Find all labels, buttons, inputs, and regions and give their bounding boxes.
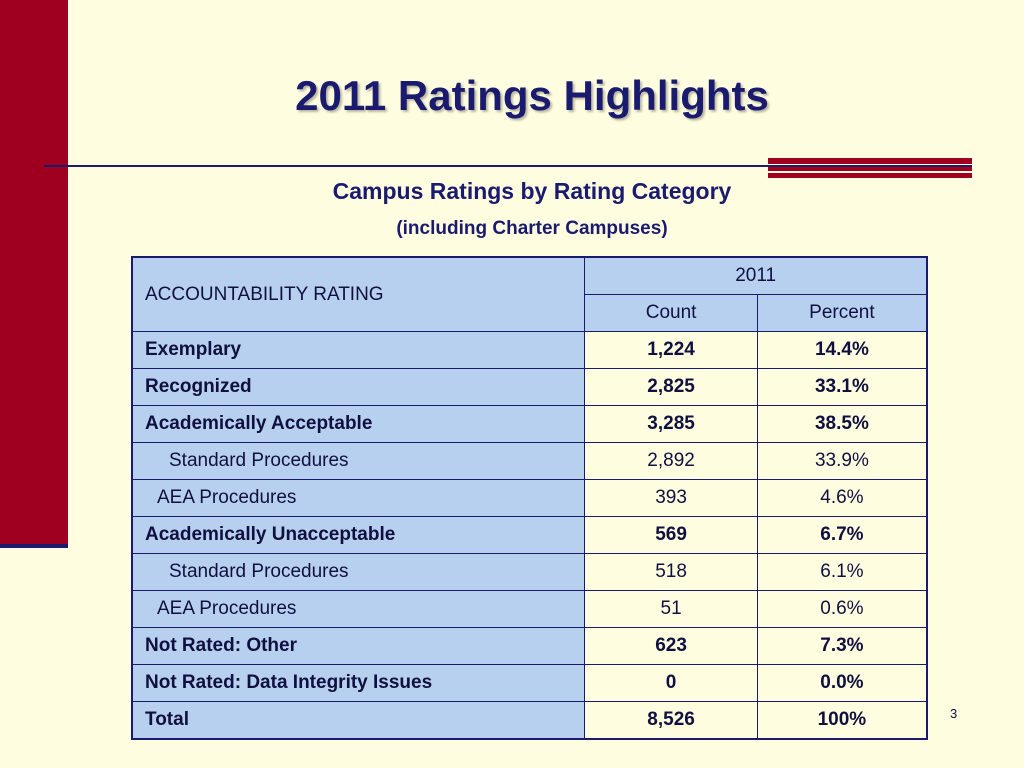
row-percent: 33.1% bbox=[756, 368, 928, 406]
row-count: 393 bbox=[584, 479, 758, 517]
table-row: Standard Procedures 2,892 33.9% bbox=[131, 442, 928, 480]
table-row: Standard Procedures 518 6.1% bbox=[131, 553, 928, 591]
row-count: 2,892 bbox=[584, 442, 758, 480]
row-count: 518 bbox=[584, 553, 758, 591]
row-label: AEA Procedures bbox=[131, 479, 586, 517]
table-row-total: Total 8,526 100% bbox=[131, 701, 928, 740]
table-subtitle: (including Charter Campuses) bbox=[396, 218, 668, 239]
slide-title: 2011 Ratings Highlights bbox=[295, 72, 769, 119]
left-accent-bar-base bbox=[0, 544, 68, 548]
table-row: AEA Procedures 51 0.6% bbox=[131, 590, 928, 628]
row-percent: 33.9% bbox=[756, 442, 928, 480]
table-row: Exemplary 1,224 14.4% bbox=[131, 331, 928, 369]
row-label: Recognized bbox=[131, 368, 586, 406]
table-header-row: ACCOUNTABILITY RATING 2011 bbox=[131, 256, 928, 332]
row-label: Standard Procedures bbox=[131, 442, 586, 480]
page-number: 3 bbox=[950, 706, 958, 721]
row-percent: 7.3% bbox=[756, 627, 928, 665]
left-accent-bar bbox=[0, 0, 68, 546]
row-count: 51 bbox=[584, 590, 758, 628]
row-count: 0 bbox=[584, 664, 758, 702]
table-row: Academically Unacceptable 569 6.7% bbox=[131, 516, 928, 554]
row-percent: 14.4% bbox=[756, 331, 928, 369]
row-label: Exemplary bbox=[131, 331, 586, 369]
row-count: 623 bbox=[584, 627, 758, 665]
row-percent: 6.1% bbox=[756, 553, 928, 591]
table-row: AEA Procedures 393 4.6% bbox=[131, 479, 928, 517]
row-count: 569 bbox=[584, 516, 758, 554]
header-count: Count bbox=[584, 294, 758, 332]
table-row: Not Rated: Data Integrity Issues 0 0.0% bbox=[131, 664, 928, 702]
row-percent: 0.0% bbox=[756, 664, 928, 702]
ratings-table: ACCOUNTABILITY RATING 2011 Count Percent… bbox=[131, 256, 928, 740]
table-row: Recognized 2,825 33.1% bbox=[131, 368, 928, 406]
row-count: 3,285 bbox=[584, 405, 758, 443]
row-count: 2,825 bbox=[584, 368, 758, 406]
row-percent: 38.5% bbox=[756, 405, 928, 443]
row-label: Total bbox=[131, 701, 586, 740]
row-label: AEA Procedures bbox=[131, 590, 586, 628]
row-label: Academically Acceptable bbox=[131, 405, 586, 443]
title-divider bbox=[44, 165, 972, 167]
row-label: Academically Unacceptable bbox=[131, 516, 586, 554]
table-subheader-row: Count Percent bbox=[132, 294, 928, 332]
table-row: Academically Acceptable 3,285 38.5% bbox=[131, 405, 928, 443]
header-year: 2011 bbox=[584, 256, 928, 295]
row-label: Standard Procedures bbox=[131, 553, 586, 591]
row-label: Not Rated: Data Integrity Issues bbox=[131, 664, 586, 702]
row-label: Not Rated: Other bbox=[131, 627, 586, 665]
table-title: Campus Ratings by Rating Category bbox=[332, 178, 732, 204]
row-percent: 6.7% bbox=[756, 516, 928, 554]
row-percent: 100% bbox=[756, 701, 928, 740]
header-percent: Percent bbox=[756, 294, 928, 332]
row-count: 8,526 bbox=[584, 701, 758, 740]
header-accountability-rating: ACCOUNTABILITY RATING bbox=[131, 256, 586, 332]
row-percent: 0.6% bbox=[756, 590, 928, 628]
row-percent: 4.6% bbox=[756, 479, 928, 517]
row-count: 1,224 bbox=[584, 331, 758, 369]
table-row: Not Rated: Other 623 7.3% bbox=[131, 627, 928, 665]
decorative-red-bars bbox=[768, 158, 972, 180]
